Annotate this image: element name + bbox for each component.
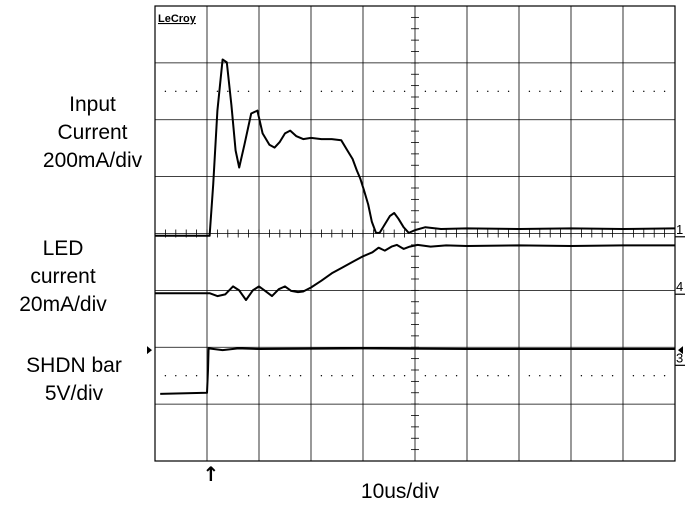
grid-dot xyxy=(351,374,354,377)
grid-dot xyxy=(279,90,281,93)
grid-dot xyxy=(435,374,437,377)
grid-dot xyxy=(632,374,635,377)
right-level-triangle xyxy=(678,346,683,355)
grid-dot xyxy=(268,374,271,377)
grid-dot xyxy=(601,374,603,377)
grid-dot xyxy=(175,374,177,377)
traces xyxy=(155,58,676,395)
grid-dot xyxy=(195,90,198,93)
grid-dot xyxy=(237,374,239,377)
grid-dot xyxy=(455,90,458,93)
grid-dot xyxy=(445,90,447,93)
channel-marker-4: 4 xyxy=(676,279,683,294)
grid-dot xyxy=(247,90,250,93)
trace-shdn-bar xyxy=(160,347,675,395)
grid-dot xyxy=(643,90,645,93)
shdn-bar-label: SHDN bar 5V/div xyxy=(26,354,122,405)
grid-dot xyxy=(663,374,666,377)
grid-dot xyxy=(643,374,645,377)
grid-dot xyxy=(403,374,406,377)
grid-dot xyxy=(351,90,354,93)
grid-dot xyxy=(611,374,614,377)
graticule xyxy=(154,5,676,462)
grid-dot xyxy=(383,90,385,93)
grid-dot xyxy=(279,374,281,377)
grid-dot xyxy=(424,374,427,377)
grid-dot xyxy=(175,90,177,93)
grid-dot xyxy=(445,374,447,377)
grid-dot xyxy=(424,90,427,93)
channel-markers: 1 4 3 ↑ xyxy=(147,222,685,486)
grid-dot xyxy=(237,90,239,93)
grid-dot xyxy=(580,90,583,93)
grid-dot xyxy=(549,90,551,93)
grid-dot xyxy=(289,374,291,377)
grid-dot xyxy=(383,374,385,377)
grid-dot xyxy=(227,90,229,93)
brand-label: LeCroy xyxy=(158,13,197,25)
grid-dot xyxy=(341,90,343,93)
channel-marker-3: 3 xyxy=(676,350,683,365)
grid-dot xyxy=(653,374,655,377)
grid-dot xyxy=(591,90,593,93)
grid-dot xyxy=(299,90,302,93)
grid-dot xyxy=(455,374,458,377)
grid-dot xyxy=(372,90,375,93)
grid-dot xyxy=(507,90,510,93)
led-current-label: LED current 20mA/div xyxy=(19,237,107,316)
grid-dot xyxy=(268,90,271,93)
grid-dot xyxy=(497,90,499,93)
timebase-label: 10us/div xyxy=(360,480,440,503)
grid-dot xyxy=(476,374,479,377)
grid-dot xyxy=(341,374,343,377)
trigger-arrow-icon: ↑ xyxy=(203,462,220,486)
grid-dot xyxy=(247,374,250,377)
grid-dot xyxy=(653,90,655,93)
channel-marker-1: 1 xyxy=(676,222,683,237)
grid-dot xyxy=(435,90,437,93)
grid-dot xyxy=(393,374,395,377)
grid-dot xyxy=(393,90,395,93)
grid-dot xyxy=(185,90,187,93)
grid-dot xyxy=(539,90,541,93)
grid-dot xyxy=(403,90,406,93)
grid-dot xyxy=(507,374,510,377)
grid-dot xyxy=(164,90,167,93)
grid-dot xyxy=(559,90,562,93)
grid-dot xyxy=(216,90,219,93)
grid-dot xyxy=(528,90,531,93)
grid-dot xyxy=(591,374,593,377)
grid-dot xyxy=(559,374,562,377)
input-current-label: Input Current 200mA/div xyxy=(42,93,143,172)
grid-dot xyxy=(331,374,333,377)
grid-dot xyxy=(372,374,375,377)
grid-dot xyxy=(487,90,489,93)
trace-led-current xyxy=(155,243,675,301)
left-level-triangle xyxy=(147,346,152,355)
grid-dot xyxy=(632,90,635,93)
grid-dot xyxy=(549,374,551,377)
grid-dot xyxy=(476,90,479,93)
grid-dot xyxy=(289,90,291,93)
trace-input-current xyxy=(155,58,676,237)
grid-dot xyxy=(580,374,583,377)
grid-dot xyxy=(216,374,219,377)
grid-dot xyxy=(227,374,229,377)
grid-dot xyxy=(164,374,167,377)
grid-dot xyxy=(611,90,614,93)
grid-dot xyxy=(320,90,323,93)
grid-dot xyxy=(528,374,531,377)
grid-dot xyxy=(663,90,666,93)
grid-dot xyxy=(601,90,603,93)
grid-dot xyxy=(320,374,323,377)
grid-dot xyxy=(185,374,187,377)
grid-dot xyxy=(497,374,499,377)
grid-dot xyxy=(539,374,541,377)
grid-dot xyxy=(195,374,198,377)
grid-dot xyxy=(487,374,489,377)
grid-dot xyxy=(331,90,333,93)
grid-dot xyxy=(299,374,302,377)
